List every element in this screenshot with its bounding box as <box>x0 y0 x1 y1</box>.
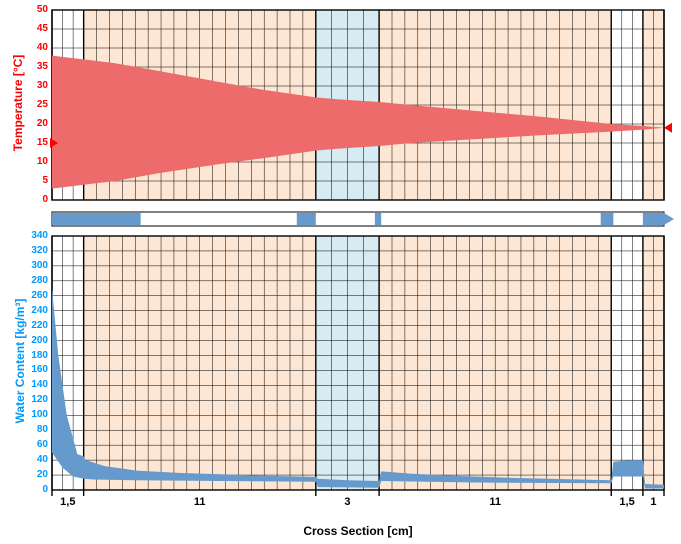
section-width-label: 11 <box>180 496 220 508</box>
section-width-label: 1 <box>633 496 673 508</box>
section-width-label: 3 <box>327 496 367 508</box>
section-width-label: 1,5 <box>48 496 88 508</box>
section-width-label: 11 <box>475 496 515 508</box>
x-axis-label: Cross Section [cm] <box>52 524 664 538</box>
